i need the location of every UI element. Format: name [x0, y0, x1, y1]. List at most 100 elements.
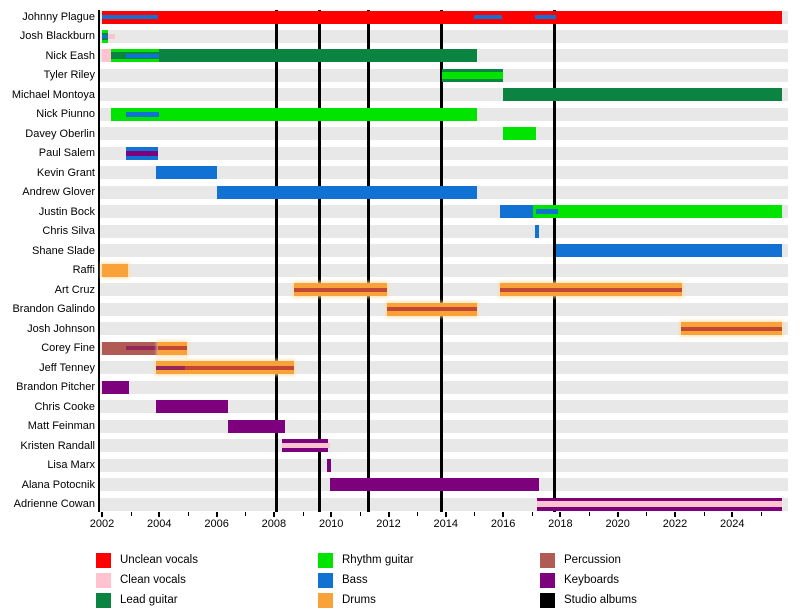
year-tick-minor: [245, 512, 247, 516]
member-track: [100, 458, 788, 472]
timeline-bar-keyboards: [102, 380, 130, 394]
timeline-bar-bass: [474, 14, 502, 20]
member-label: Lisa Marx: [47, 459, 95, 472]
year-label: 2008: [261, 518, 287, 530]
year-tick-major: [330, 512, 333, 517]
year-label: 2014: [433, 518, 459, 530]
timeline-bar-clean-vocals: [537, 501, 783, 507]
studio-album-line: [440, 10, 443, 512]
member-label: Adrienne Cowan: [13, 498, 95, 510]
year-tick-major: [731, 512, 734, 517]
member-label: Nick Eash: [45, 49, 95, 62]
timeline-bar-drums-shade: [387, 307, 478, 312]
timeline-bar-drums-shade: [680, 326, 783, 331]
timeline-bar-rhythm-guitar: [503, 127, 537, 141]
member-track: [100, 283, 788, 297]
timeline-bar-rhythm-guitar: [110, 49, 160, 53]
timeline-bar-keyboards: [329, 478, 539, 492]
plot-area: Johnny Plague Josh Blackburn Nick Eash Tyle…: [12, 10, 788, 530]
timeline-bar-unclean-vocals: [102, 10, 783, 24]
year-label: 2010: [318, 518, 344, 530]
legend-swatch-drums: [318, 593, 333, 608]
legend-label: Rhythm guitar: [342, 554, 414, 566]
year-label: 2002: [89, 518, 115, 530]
year-tick-major: [674, 512, 676, 517]
legend-swatch-rhythm-guitar: [318, 553, 333, 568]
legend-label: Studio albums: [564, 594, 637, 606]
year-tick-minor: [417, 512, 419, 516]
year-label: 2024: [720, 518, 745, 530]
member-label: Brandon Galindo: [12, 303, 95, 316]
year-tick-major: [272, 512, 275, 517]
member-label: Jeff Tenney: [39, 361, 95, 374]
legend-label: Lead guitar: [120, 594, 178, 606]
legend-label: Drums: [342, 594, 376, 606]
timeline-bar-drums-shade: [157, 346, 187, 351]
member-label: Tyler Riley: [43, 69, 95, 82]
studio-album-line: [318, 10, 322, 512]
year-tick-major: [616, 512, 619, 517]
studio-album-line: [275, 10, 279, 512]
year-tick-minor: [474, 512, 476, 516]
member-label: Josh Blackburn: [19, 30, 95, 43]
member-label: Shane Slade: [32, 244, 95, 257]
timeline-bar-bass: [102, 34, 108, 39]
timeline-bar-drums-shade: [185, 365, 294, 370]
legend-swatch-clean-vocals: [96, 573, 111, 588]
year-tick-major: [158, 512, 161, 517]
member-label: Andrew Glover: [22, 186, 95, 199]
legend-swatch-lead-guitar: [96, 593, 111, 608]
timeline-bar-drums-shade: [293, 287, 388, 292]
timeline-bar-percussion-shade: [126, 346, 158, 351]
studio-album-line: [553, 10, 557, 512]
year-tick-major: [444, 512, 447, 517]
timeline-bar-rhythm-guitar: [441, 72, 504, 79]
y-axis-line: [98, 10, 100, 512]
legend-swatch-studio-albums: [540, 593, 555, 608]
member-label: Alana Potocnik: [21, 478, 95, 491]
member-label: Brandon Pitcher: [16, 381, 95, 394]
studio-album-line: [366, 10, 370, 512]
member-label: Matt Feinman: [27, 420, 95, 433]
year-label: 2016: [490, 518, 516, 530]
member-label: Paul Salem: [38, 147, 95, 160]
year-tick-major: [215, 512, 218, 517]
timeline-bar-bass: [216, 185, 478, 199]
member-track: [100, 439, 788, 453]
timeline-bar-rhythm-guitar: [102, 29, 108, 33]
timeline-bar-bass: [102, 14, 158, 20]
legend-label: Bass: [342, 574, 368, 586]
member-label: Chris Silva: [42, 225, 95, 238]
member-label: Johnny Plague: [22, 11, 95, 23]
year-tick-minor: [302, 512, 304, 516]
year-tick-major: [101, 512, 103, 517]
member-track: [100, 419, 788, 433]
member-track: [100, 29, 788, 43]
member-label: Nick Piunno: [36, 108, 95, 121]
timeline-bar-bass: [556, 244, 783, 258]
year-tick-minor: [130, 512, 132, 516]
year-label: 2004: [147, 518, 172, 530]
timeline-bar-clean-vocals: [282, 442, 330, 449]
timeline-bar-clean-vocals: [102, 49, 111, 63]
member-label: Kevin Grant: [36, 166, 95, 179]
member-track: [100, 146, 788, 160]
member-label: Kristen Randall: [20, 439, 95, 452]
legend-label: Clean vocals: [120, 574, 186, 586]
legend-swatch-percussion: [540, 553, 555, 568]
timeline-bar-keyboards: [156, 400, 229, 414]
timeline-bar-drums: [102, 263, 128, 277]
year-tick-minor: [531, 512, 533, 516]
year-label: 2022: [662, 518, 688, 530]
member-label: Chris Cooke: [34, 400, 95, 413]
legend-label: Keyboards: [564, 574, 619, 586]
timeline-bar-bass: [126, 53, 160, 59]
timeline-bar-keyboards: [326, 458, 332, 472]
year-tick-minor: [187, 512, 189, 516]
timeline-bar-bass: [156, 166, 217, 180]
member-track: [100, 380, 788, 394]
legend-label: Percussion: [564, 554, 621, 566]
legend-label: Unclean vocals: [120, 554, 198, 566]
year-tick-minor: [589, 512, 591, 516]
year-tick-minor: [646, 512, 648, 516]
